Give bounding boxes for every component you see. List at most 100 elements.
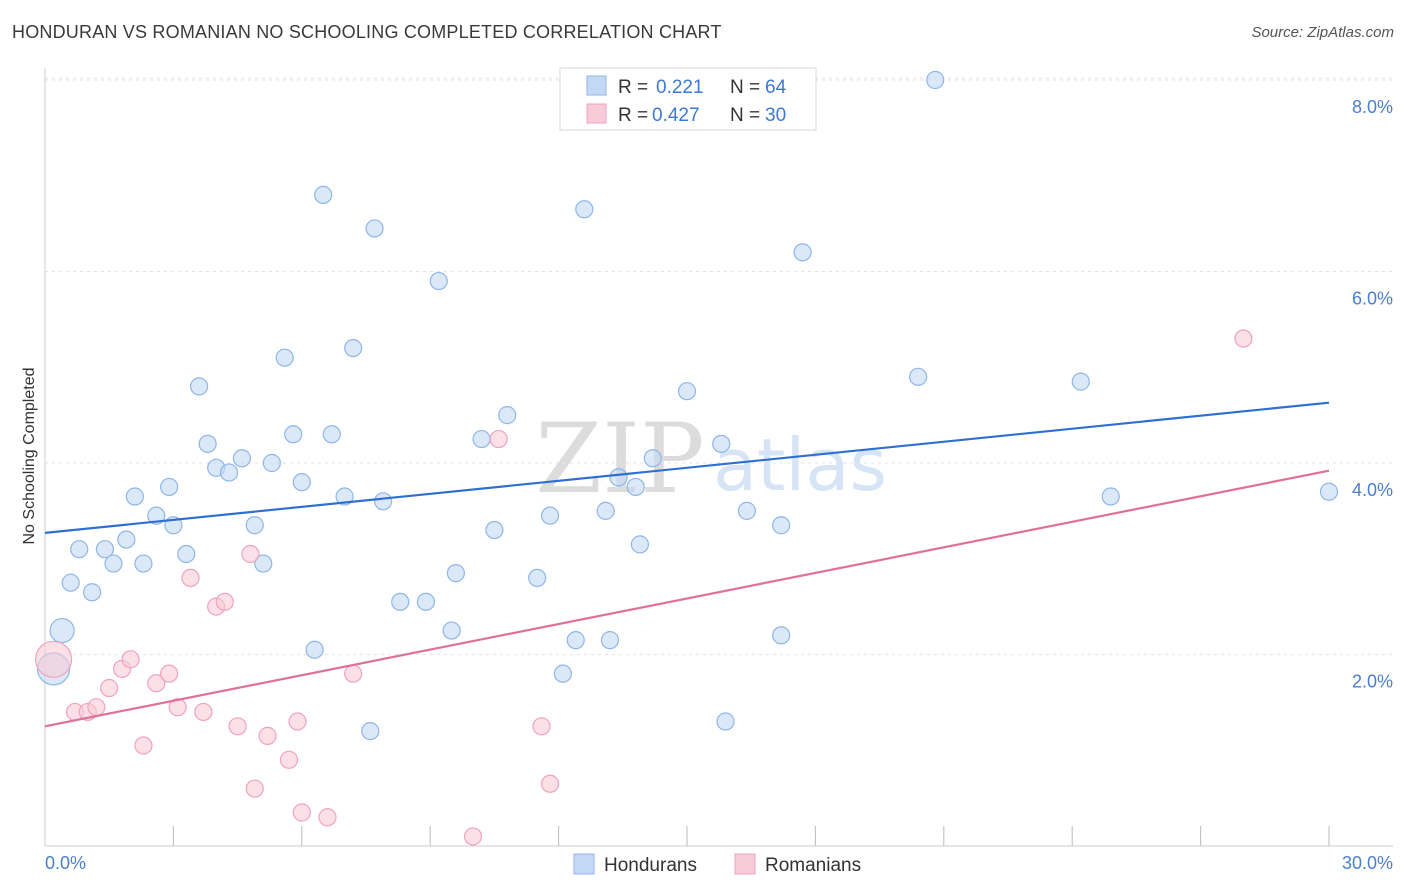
legend-swatch-hondurans: [586, 75, 607, 96]
honduran-point: [596, 501, 615, 520]
romanian-point: [241, 544, 260, 564]
legend-n-value-2: 30: [765, 105, 786, 126]
honduran-point: [292, 473, 311, 492]
honduran-point: [712, 434, 731, 453]
honduran-point: [498, 406, 517, 425]
watermark-zip: ZIP: [535, 403, 704, 515]
romanian-trend-line: [44, 469, 1330, 728]
romanian-point: [168, 698, 187, 717]
romanian-point: [121, 650, 140, 669]
honduran-point: [245, 516, 264, 535]
honduran-point: [737, 501, 757, 520]
legend-n-label-1: N =: [730, 77, 760, 98]
honduran-point: [716, 712, 735, 731]
honduran-point: [284, 425, 303, 444]
legend-swatch-romanians: [586, 103, 607, 124]
chart-title: HONDURAN VS ROMANIAN NO SCHOOLING COMPLE…: [12, 22, 722, 42]
bottom-legend-swatch-hondurans: [573, 853, 595, 875]
y-tick-labels: 2.0% 4.0% 6.0% 8.0%: [1352, 97, 1393, 692]
honduran-point: [626, 477, 645, 497]
romanian-point: [292, 803, 311, 822]
bottom-legend-hondurans: Hondurans: [604, 855, 697, 876]
honduran-point: [772, 626, 791, 645]
romanian-point: [1234, 329, 1253, 348]
honduran-point: [926, 70, 945, 90]
gridlines: [45, 77, 1393, 655]
stats-legend: R = 0.221 N = 64 R = 0.427 N = 30: [559, 67, 817, 131]
honduran-point: [160, 477, 179, 497]
romanian-point: [194, 702, 213, 722]
romanian-point: [288, 712, 307, 731]
honduran-point: [82, 583, 102, 602]
honduran-point: [134, 554, 153, 573]
honduran-point: [61, 573, 80, 592]
honduran-point: [772, 516, 791, 535]
trend-lines: [44, 401, 1330, 728]
honduran-point: [446, 564, 465, 583]
honduran-point: [147, 506, 166, 525]
honduran-point: [429, 271, 448, 291]
axes: [44, 68, 1393, 847]
romanian-point: [279, 750, 299, 769]
scatter-points: [34, 70, 1339, 846]
honduran-point: [575, 200, 594, 219]
honduran-point: [472, 429, 491, 449]
honduran-point: [361, 721, 380, 741]
x-tick-label-max: 30.0%: [1342, 853, 1393, 873]
romanian-point: [540, 774, 560, 793]
honduran-point: [344, 339, 363, 358]
legend-n-value-1: 64: [765, 77, 787, 98]
y-tick-label: 8.0%: [1352, 97, 1393, 117]
honduran-point: [365, 219, 384, 238]
romanian-point: [245, 779, 264, 798]
honduran-point: [314, 185, 333, 204]
honduran-point: [95, 540, 115, 559]
romanian-point: [228, 717, 247, 736]
honduran-point: [528, 568, 547, 588]
honduran-point: [909, 367, 928, 386]
romanian-point: [160, 664, 179, 683]
romanian-point: [215, 592, 234, 611]
y-axis-label: No Schooling Completed: [21, 368, 38, 545]
legend-r-label-1: R =: [618, 77, 648, 98]
honduran-point: [117, 530, 136, 549]
romanian-point: [87, 698, 106, 717]
romanian-point: [100, 678, 119, 698]
romanian-point: [258, 726, 277, 745]
honduran-point: [49, 617, 75, 644]
bottom-legend-romanians: Romanians: [765, 855, 861, 876]
honduran-trend-line: [44, 401, 1330, 534]
honduran-point: [630, 535, 650, 554]
romanian-point: [532, 717, 551, 736]
honduran-point: [1071, 372, 1090, 391]
honduran-point: [189, 377, 209, 396]
legend-n-label-2: N =: [730, 105, 760, 126]
y-tick-label: 4.0%: [1352, 480, 1393, 500]
honduran-point: [609, 468, 628, 487]
romanian-point: [463, 827, 483, 846]
honduran-point: [1319, 482, 1339, 501]
honduran-point: [219, 463, 239, 482]
honduran-point: [391, 592, 410, 611]
honduran-point: [275, 348, 294, 367]
honduran-point: [305, 640, 324, 659]
honduran-point: [262, 453, 281, 473]
romanian-point: [181, 568, 200, 588]
romanian-point: [344, 664, 363, 683]
honduran-point: [1101, 487, 1120, 506]
honduran-point: [198, 434, 217, 453]
honduran-point: [793, 243, 812, 262]
honduran-point: [677, 382, 697, 401]
honduran-point: [254, 554, 273, 573]
honduran-point: [232, 449, 251, 468]
romanian-point: [489, 429, 508, 449]
honduran-point: [485, 520, 504, 540]
romanian-point: [147, 674, 166, 693]
legend-r-label-2: R =: [618, 105, 648, 126]
y-tick-label: 2.0%: [1352, 672, 1393, 692]
x-tick-label-min: 0.0%: [45, 853, 86, 873]
honduran-point: [104, 554, 123, 573]
source-label: Source: ZipAtlas.com: [1251, 24, 1394, 41]
y-tick-label: 6.0%: [1352, 289, 1393, 309]
